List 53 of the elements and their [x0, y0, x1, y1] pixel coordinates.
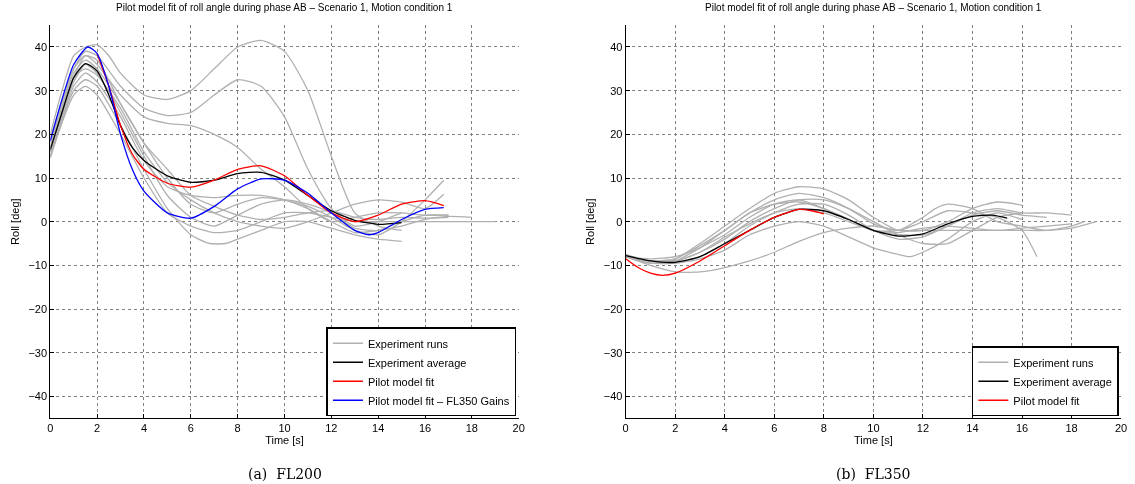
x-tick-label: 10 — [278, 422, 291, 435]
y-tick-label: −20 — [28, 302, 48, 315]
legend-label: Pilot model fit — [1013, 394, 1080, 407]
x-tick-label: 20 — [512, 422, 525, 435]
x-tick-label: 8 — [820, 422, 827, 435]
x-tick-label: 2 — [672, 422, 679, 435]
y-tick-label: −30 — [603, 346, 623, 359]
y-tick-label: 0 — [616, 215, 623, 228]
legend-label: Experiment runs — [1013, 356, 1094, 369]
x-axis-title: Time [s] — [265, 434, 304, 447]
y-tick-label: −10 — [603, 259, 623, 272]
x-tick-label: 18 — [1065, 422, 1078, 435]
y-tick-label: 30 — [610, 84, 623, 97]
x-tick-label: 10 — [867, 422, 880, 435]
y-tick-label: 20 — [34, 128, 48, 141]
x-tick-label: 12 — [916, 422, 930, 435]
y-tick-label: 30 — [34, 84, 48, 97]
y-tick-label: −20 — [603, 302, 623, 315]
legend-label: Experiment runs — [367, 337, 449, 350]
y-tick-label: 10 — [34, 171, 48, 184]
y-tick-label: 0 — [40, 215, 48, 228]
y-tick-label: −10 — [28, 259, 48, 272]
x-tick-label: 4 — [140, 422, 148, 435]
x-tick-label: 14 — [966, 422, 979, 435]
x-tick-label: 8 — [234, 422, 241, 435]
y-tick-label: 10 — [610, 171, 623, 184]
x-tick-label: 20 — [1114, 422, 1128, 435]
legend-label: Experiment average — [367, 356, 467, 369]
legend-label: Pilot model fit – FL350 Gains — [367, 394, 510, 407]
x-tick-label: 6 — [187, 422, 194, 435]
y-tick-label: 40 — [610, 40, 623, 53]
x-tick-label: 12 — [325, 422, 338, 435]
chart-title: Pilot model fit of roll angle during phase AB – Scenario 1, Motion condition 1 — [116, 2, 453, 13]
x-tick-label: 4 — [721, 422, 728, 435]
y-axis-title: Roll [deg] — [584, 198, 597, 245]
y-axis-title: Roll [deg] — [9, 198, 22, 245]
y-tick-label: −40 — [28, 390, 48, 403]
y-tick-label: 20 — [610, 128, 623, 141]
y-tick-label: 40 — [34, 40, 48, 53]
legend-label: Pilot model fit — [367, 375, 434, 388]
x-tick-label: 6 — [771, 422, 778, 435]
x-tick-label: 16 — [418, 422, 432, 435]
text: (b) FL350 — [836, 466, 911, 482]
legend-label: Experiment average — [1013, 375, 1112, 388]
chart-title: Pilot model fit of roll angle during phase AB – Scenario 1, Motion condition 1 — [705, 2, 1042, 13]
x-tick-label: 2 — [94, 422, 101, 435]
text: (a) FL200 — [248, 466, 322, 482]
x-tick-label: 14 — [372, 422, 385, 435]
x-tick-label: 18 — [465, 422, 478, 435]
x-axis-title: Time [s] — [854, 434, 893, 447]
x-tick-label: 16 — [1015, 422, 1029, 435]
y-tick-label: −30 — [28, 346, 48, 359]
y-tick-label: −40 — [603, 390, 623, 403]
